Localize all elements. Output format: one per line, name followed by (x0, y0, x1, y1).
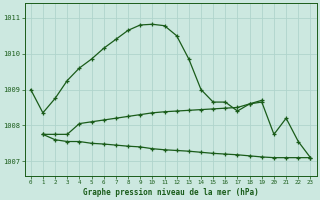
X-axis label: Graphe pression niveau de la mer (hPa): Graphe pression niveau de la mer (hPa) (83, 188, 259, 197)
